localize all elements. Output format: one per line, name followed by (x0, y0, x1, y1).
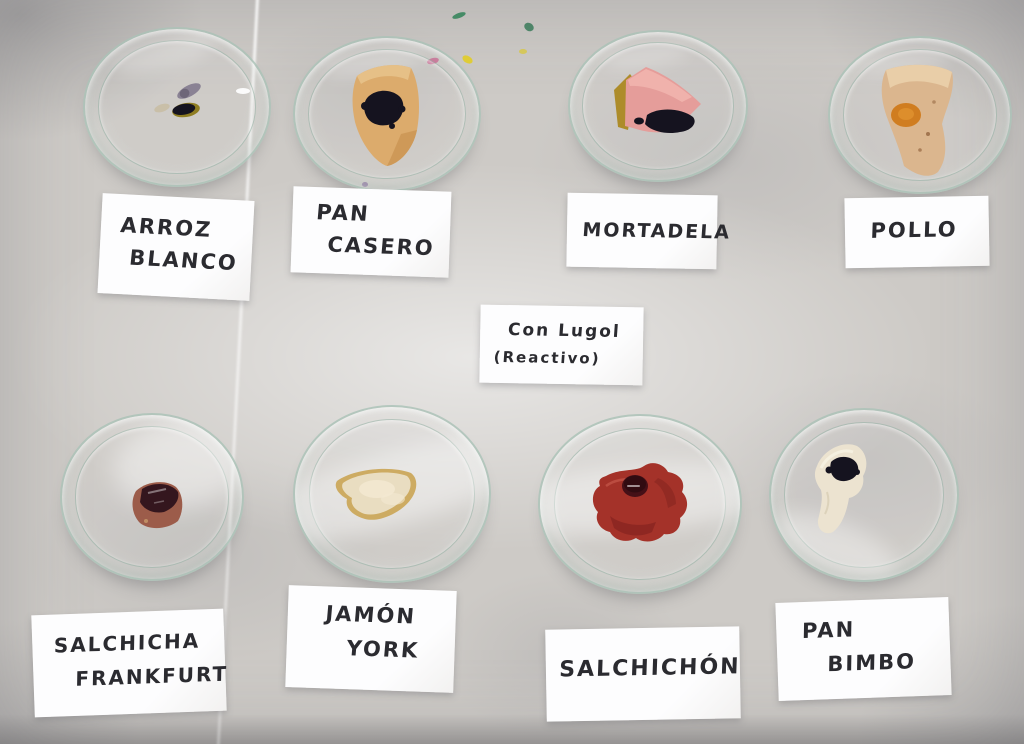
rice-grains-specimen (154, 83, 250, 118)
label-mortadela: MORTADELA (566, 192, 732, 270)
label-text: JAMÓN (324, 601, 417, 629)
chicken-specimen (881, 64, 953, 176)
mortadella-specimen (614, 67, 701, 134)
label-salchichon: SALCHICHÓN (545, 626, 741, 722)
label-arroz-blanco: ARROZ BLANCO (97, 193, 255, 301)
petri-dish-pollo (828, 36, 1012, 194)
petri-dish-jamon-york (293, 405, 491, 583)
label-text: SALCHICHÓN (558, 654, 741, 683)
label-text: MORTADELA (581, 218, 732, 244)
petri-dish-pan-casero (293, 36, 481, 192)
label-pan-casero: PAN CASERO (290, 186, 452, 278)
label-salchicha-frankfurt: SALCHICHA FRANKFURT (31, 608, 229, 718)
label-pollo: POLLO (844, 195, 990, 269)
homemade-bread-specimen (352, 65, 419, 166)
petri-dish-arroz-blanco (83, 27, 271, 187)
cooked-ham-specimen (335, 468, 417, 520)
petri-dish-mortadela (568, 30, 748, 182)
salchichon-specimen (592, 463, 688, 542)
label-text: FRANKFURT (75, 661, 229, 691)
label-text: BLANCO (128, 245, 239, 276)
label-pan-bimbo: PAN BIMBO (775, 597, 952, 701)
label-con-lugol-reactivo: Con Lugol (Reactivo) (479, 304, 644, 386)
label-text: PAN (315, 200, 371, 226)
label-text: SALCHICHA (53, 628, 201, 658)
label-text: ARROZ (119, 213, 214, 242)
petri-dish-salchichon (538, 414, 742, 594)
yellow-dye-speck (519, 49, 527, 54)
frankfurter-specimen (132, 482, 183, 529)
label-text: POLLO (870, 217, 959, 243)
label-text: CASERO (326, 232, 436, 261)
label-text: Con Lugol (507, 320, 622, 343)
label-text: (Reactivo) (493, 347, 602, 368)
green-dye-speck (451, 10, 467, 21)
petri-dish-salchicha-frankfurt (60, 413, 244, 581)
green-dye-speck (522, 21, 536, 33)
label-text: YORK (345, 636, 421, 663)
label-jamon-york: JAMÓN YORK (285, 585, 457, 693)
label-text: PAN (801, 617, 856, 644)
petri-dish-pan-bimbo (769, 408, 959, 582)
sliced-bread-specimen (814, 444, 867, 534)
label-text: BIMBO (827, 649, 917, 677)
